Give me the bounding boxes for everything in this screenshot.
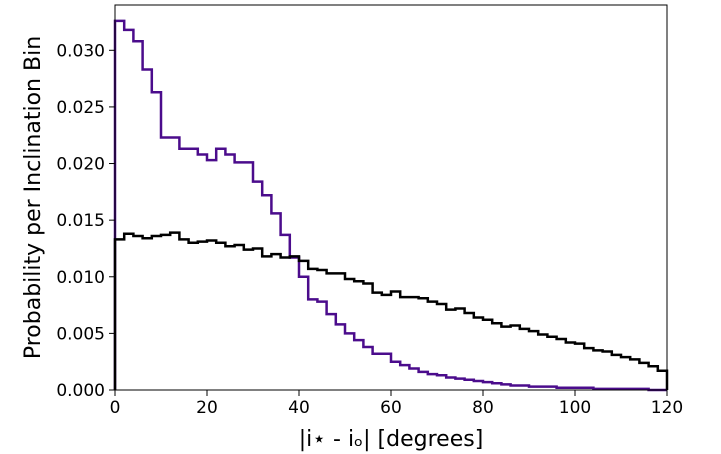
histogram-series-2 bbox=[113, 231, 669, 390]
x-tick-label: 60 bbox=[380, 398, 402, 418]
y-tick-label: 0.020 bbox=[56, 155, 105, 175]
x-tick-label: 20 bbox=[196, 398, 218, 418]
y-tick-label: 0.005 bbox=[56, 324, 105, 344]
y-axis-ticks: 0.000 0.005 0.010 0.015 0.020 0.025 0.030 bbox=[56, 41, 115, 401]
axes-frame bbox=[114, 4, 668, 391]
y-tick-label: 0.015 bbox=[56, 211, 105, 231]
y-tick-label: 0.025 bbox=[56, 98, 105, 118]
y-axis-label: Probability per Inclination Bin bbox=[21, 36, 46, 359]
x-tick-label: 40 bbox=[288, 398, 310, 418]
x-tick-label: 100 bbox=[559, 398, 591, 418]
x-tick-label: 80 bbox=[472, 398, 494, 418]
y-tick-label: 0.030 bbox=[56, 41, 105, 61]
y-tick-label: 0.000 bbox=[56, 381, 105, 401]
x-axis-ticks: 0 20 40 60 80 100 120 bbox=[110, 390, 683, 418]
x-tick-label: 0 bbox=[110, 398, 121, 418]
series-layer bbox=[113, 19, 669, 392]
x-axis-label: |i⋆ - iₒ| [degrees] bbox=[299, 427, 484, 452]
x-tick-label: 120 bbox=[651, 398, 683, 418]
histogram-series-1 bbox=[113, 19, 667, 392]
y-tick-label: 0.010 bbox=[56, 268, 105, 288]
